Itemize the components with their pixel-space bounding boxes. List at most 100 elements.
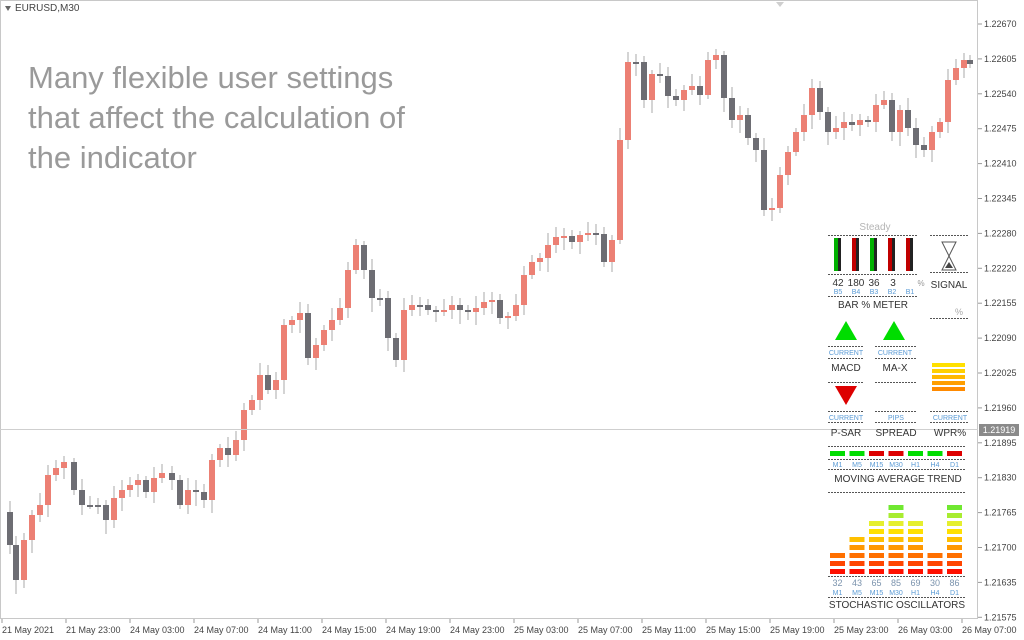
candle-body	[801, 115, 807, 132]
ma-trend-timeframe: M5	[852, 462, 862, 469]
stochastic-bar-segment	[830, 569, 845, 574]
candle-body	[641, 62, 647, 100]
candle	[449, 296, 455, 319]
stochastic-bar-segment	[869, 569, 884, 574]
time-axis-label: 25 May 15:00	[706, 625, 761, 635]
candle	[569, 230, 575, 249]
candle	[865, 116, 871, 127]
candle	[537, 253, 543, 271]
bar-meter-candle	[834, 238, 841, 271]
candle-body	[45, 475, 51, 505]
candle-body	[321, 330, 327, 345]
candle-body	[967, 60, 973, 64]
candle	[127, 477, 133, 497]
candle	[193, 480, 199, 506]
candle-body	[561, 236, 567, 238]
stochastic-bar-segment	[908, 529, 923, 534]
candle-body	[79, 490, 85, 505]
candle	[881, 91, 887, 109]
candle	[457, 298, 463, 324]
stochastic-bar-segment	[869, 553, 884, 558]
bar-meter-candle	[906, 238, 913, 271]
candle	[617, 128, 623, 244]
candle	[967, 55, 973, 68]
candle	[45, 465, 51, 517]
stochastic-value: 86	[949, 578, 959, 588]
candle	[889, 93, 895, 141]
bar-label: B2	[888, 289, 897, 296]
stochastic-bar-segment	[888, 545, 904, 550]
candle	[913, 118, 919, 158]
candle	[289, 316, 295, 333]
candle-body	[777, 175, 783, 208]
candle-body	[169, 473, 175, 480]
signal-title: SIGNAL	[931, 280, 968, 291]
candle	[201, 484, 207, 508]
candle	[905, 98, 911, 136]
symbol-label[interactable]: EURUSD,M30	[5, 3, 79, 14]
candle-body	[217, 448, 223, 460]
bar-meter-value: 3	[890, 278, 896, 289]
ma-trend-cell	[908, 451, 923, 456]
candle	[761, 138, 767, 216]
symbol-text: EURUSD,M30	[15, 3, 80, 14]
candle-body	[489, 300, 495, 302]
wpr-bar	[932, 381, 965, 385]
price-axis-label: 1.21895	[984, 438, 1017, 448]
candle-body	[529, 262, 535, 275]
candle-body	[71, 462, 77, 490]
candle-body	[697, 86, 703, 95]
ma-trend-timeframe: M1	[833, 462, 843, 469]
indicator-panel: Steady 42 180 36 3 % B5 B4 B3 B2 B1 BAR % METER SIGN…	[828, 222, 968, 611]
candle-body	[281, 325, 287, 380]
stochastic-bar-segment	[927, 569, 943, 574]
candle-body	[585, 233, 591, 235]
stochastic-title: STOCHASTIC OSCILLATORS	[829, 600, 965, 611]
time-axis-label: 26 May 03:00	[898, 625, 953, 635]
candle-body	[265, 375, 271, 390]
candle	[553, 227, 559, 253]
candle-body	[849, 122, 855, 125]
candle	[345, 262, 351, 318]
candle-body	[401, 310, 407, 360]
candle	[681, 85, 687, 111]
candle	[897, 105, 903, 146]
candle-body	[393, 338, 399, 360]
candle-body	[225, 448, 231, 455]
candle	[71, 458, 77, 495]
candle	[321, 325, 327, 351]
time-axis-label: 25 May 11:00	[642, 625, 696, 635]
psar-title: P-SAR	[831, 428, 862, 439]
candle-body	[289, 320, 295, 325]
candle-body	[465, 310, 471, 312]
candle	[21, 533, 27, 588]
wpr-title: WPR%	[934, 428, 966, 439]
candle	[111, 486, 117, 528]
candle-body	[705, 60, 711, 95]
time-axis-label: 24 May 23:00	[450, 625, 505, 635]
candle	[281, 319, 287, 394]
ma-trend-timeframe: H4	[931, 462, 940, 469]
candle	[545, 233, 551, 272]
candle-body	[665, 76, 671, 96]
candle-body	[537, 258, 543, 262]
time-axis-label: 24 May 15:00	[322, 625, 377, 635]
candle-body	[369, 270, 375, 298]
candle-body	[929, 132, 935, 150]
stochastic-bar-segment	[888, 537, 904, 542]
shift-marker-icon[interactable]	[776, 2, 784, 7]
candle	[337, 298, 343, 325]
candle-body	[353, 245, 359, 270]
candle	[409, 295, 415, 316]
candle-body	[111, 498, 117, 520]
candle	[793, 128, 799, 156]
chevron-down-icon[interactable]	[5, 5, 11, 11]
candle-body	[713, 55, 719, 60]
candle	[29, 510, 35, 553]
candle-body	[193, 490, 199, 492]
bar-label: B3	[870, 289, 879, 296]
candle	[209, 454, 215, 513]
candle-body	[649, 74, 655, 100]
candle	[689, 74, 695, 95]
